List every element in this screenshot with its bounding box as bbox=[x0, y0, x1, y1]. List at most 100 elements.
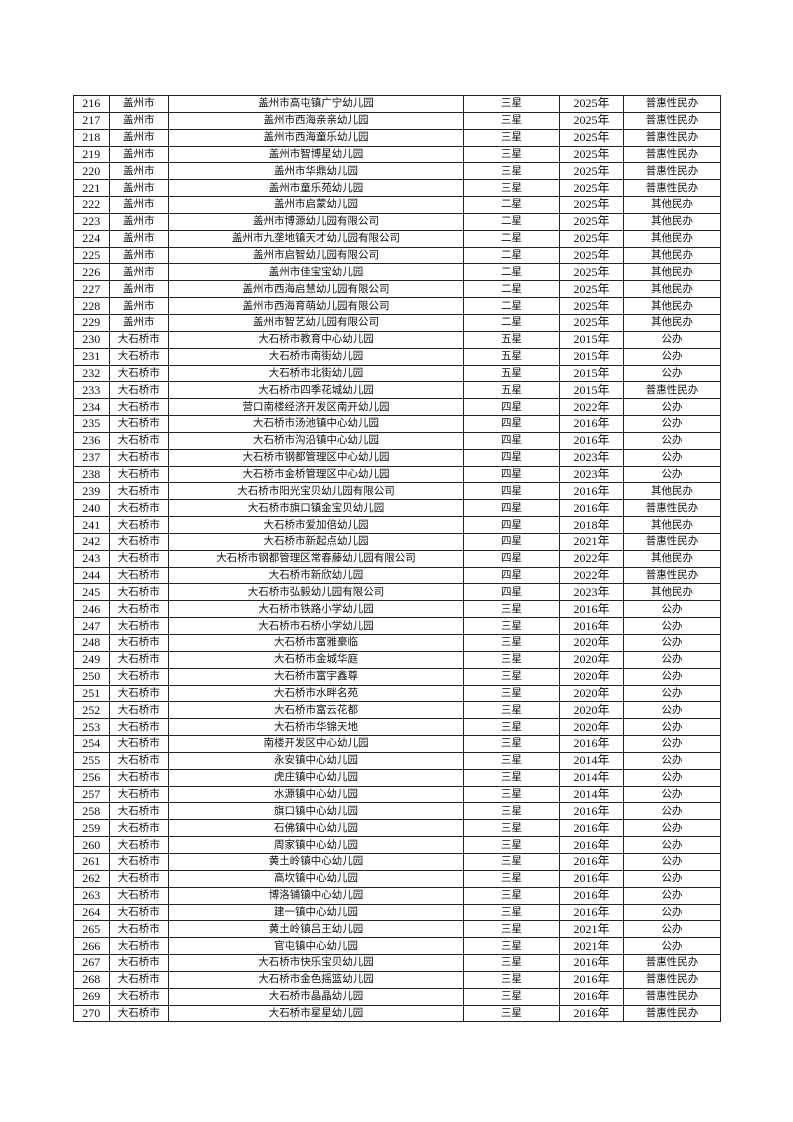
city-cell: 大石桥市 bbox=[108, 785, 169, 804]
kindergarten-name-cell: 石佛镇中心幼儿园 bbox=[168, 819, 464, 838]
row-number-cell: 231 bbox=[73, 347, 110, 366]
table-row: 259 大石桥市 石佛镇中心幼儿园 三星 2016年 公办 bbox=[73, 819, 721, 838]
row-number-cell: 248 bbox=[73, 634, 110, 652]
star-rating-cell: 三星 bbox=[463, 1004, 560, 1023]
star-rating-cell: 三星 bbox=[463, 785, 560, 804]
school-type-cell: 其他民办 bbox=[623, 482, 721, 501]
kindergarten-name-cell: 永安镇中心幼儿园 bbox=[168, 751, 464, 770]
table-row: 267 大石桥市 大石桥市快乐宝贝幼儿园 三星 2016年 普惠性民办 bbox=[73, 954, 721, 972]
city-cell: 大石桥市 bbox=[108, 836, 169, 854]
star-rating-cell: 四星 bbox=[463, 532, 560, 551]
star-rating-cell: 三星 bbox=[463, 617, 560, 635]
table-row: 240 大石桥市 大石桥市旗口镇金宝贝幼儿园 四星 2016年 普惠性民办 bbox=[73, 499, 721, 518]
star-rating-cell: 三星 bbox=[463, 701, 560, 720]
row-number-cell: 267 bbox=[73, 954, 110, 972]
star-rating-cell: 三星 bbox=[463, 836, 560, 854]
city-cell: 盖州市 bbox=[108, 145, 169, 164]
table-row: 247 大石桥市 大石桥市石桥小学幼儿园 三星 2016年 公办 bbox=[73, 617, 721, 635]
kindergarten-name-cell: 大石桥市钢都管理区中心幼儿园 bbox=[168, 448, 464, 467]
city-cell: 盖州市 bbox=[108, 179, 169, 198]
city-cell: 盖州市 bbox=[108, 263, 169, 282]
row-number-cell: 270 bbox=[73, 1004, 110, 1023]
row-number-cell: 236 bbox=[73, 431, 110, 450]
school-type-cell: 普惠性民办 bbox=[623, 970, 721, 989]
table-row: 231 大石桥市 大石桥市南街幼儿园 五星 2015年 公办 bbox=[73, 347, 721, 366]
table-row: 265 大石桥市 黄土岭镇吕王幼儿园 三星 2021年 公办 bbox=[73, 920, 721, 939]
row-number-cell: 237 bbox=[73, 448, 110, 467]
table-row: 244 大石桥市 大石桥市新欣幼儿园 四星 2022年 普惠性民办 bbox=[73, 566, 721, 585]
school-type-cell: 其他民办 bbox=[623, 313, 721, 332]
row-number-cell: 220 bbox=[73, 162, 110, 181]
kindergarten-name-cell: 虎庄镇中心幼儿园 bbox=[168, 768, 464, 787]
row-number-cell: 224 bbox=[73, 229, 110, 248]
kindergarten-name-cell: 大石桥市富云花都 bbox=[168, 701, 464, 720]
city-cell: 盖州市 bbox=[108, 111, 169, 130]
row-number-cell: 230 bbox=[73, 330, 110, 349]
city-cell: 大石桥市 bbox=[108, 381, 169, 400]
kindergarten-name-cell: 黄土岭镇吕王幼儿园 bbox=[168, 920, 464, 939]
row-number-cell: 258 bbox=[73, 802, 110, 821]
table-row: 252 大石桥市 大石桥市富云花都 三星 2020年 公办 bbox=[73, 701, 721, 720]
year-cell: 2021年 bbox=[559, 920, 624, 939]
row-number-cell: 238 bbox=[73, 465, 110, 484]
year-cell: 2016年 bbox=[559, 1004, 624, 1023]
row-number-cell: 264 bbox=[73, 903, 110, 922]
school-type-cell: 普惠性民办 bbox=[623, 128, 721, 147]
kindergarten-name-cell: 大石桥市弘毅幼儿园有限公司 bbox=[168, 583, 464, 602]
star-rating-cell: 三星 bbox=[463, 650, 560, 669]
school-type-cell: 普惠性民办 bbox=[623, 179, 721, 198]
city-cell: 盖州市 bbox=[108, 246, 169, 265]
kindergarten-name-cell: 盖州市智艺幼儿园有限公司 bbox=[168, 313, 464, 332]
star-rating-cell: 四星 bbox=[463, 431, 560, 450]
kindergarten-name-cell: 南楼开发区中心幼儿园 bbox=[168, 735, 464, 753]
kindergarten-name-cell: 大石桥市金色摇篮幼儿园 bbox=[168, 970, 464, 989]
school-type-cell: 公办 bbox=[623, 886, 721, 905]
year-cell: 2016年 bbox=[559, 903, 624, 922]
star-rating-cell: 三星 bbox=[463, 869, 560, 888]
star-rating-cell: 二星 bbox=[463, 212, 560, 231]
school-type-cell: 普惠性民办 bbox=[623, 381, 721, 400]
school-type-cell: 普惠性民办 bbox=[623, 954, 721, 972]
row-number-cell: 263 bbox=[73, 886, 110, 905]
star-rating-cell: 三星 bbox=[463, 162, 560, 181]
city-cell: 大石桥市 bbox=[108, 330, 169, 349]
year-cell: 2016年 bbox=[559, 415, 624, 433]
table-body: 216 盖州市 盖州市高屯镇广宁幼儿园 三星 2025年 普惠性民办 217 盖州市 盖州市西海… bbox=[73, 95, 721, 1023]
table-row: 243 大石桥市 大石桥市钢都管理区常春藤幼儿园有限公司 四星 2022年 其他民办 bbox=[73, 549, 721, 568]
city-cell: 盖州市 bbox=[108, 196, 169, 214]
table-row: 251 大石桥市 大石桥市水畔名苑 三星 2020年 公办 bbox=[73, 684, 721, 703]
row-number-cell: 241 bbox=[73, 516, 110, 534]
row-number-cell: 251 bbox=[73, 684, 110, 703]
star-rating-cell: 三星 bbox=[463, 95, 560, 113]
year-cell: 2015年 bbox=[559, 347, 624, 366]
table-row: 248 大石桥市 大石桥市富雅豪临 三星 2020年 公办 bbox=[73, 634, 721, 652]
table-row: 234 大石桥市 营口南楼经济开发区南开幼儿园 四星 2022年 公办 bbox=[73, 398, 721, 417]
kindergarten-name-cell: 大石桥市南街幼儿园 bbox=[168, 347, 464, 366]
city-cell: 盖州市 bbox=[108, 162, 169, 181]
year-cell: 2021年 bbox=[559, 532, 624, 551]
year-cell: 2014年 bbox=[559, 768, 624, 787]
table-row: 258 大石桥市 旗口镇中心幼儿园 三星 2016年 公办 bbox=[73, 802, 721, 821]
school-type-cell: 公办 bbox=[623, 852, 721, 871]
city-cell: 大石桥市 bbox=[108, 987, 169, 1006]
city-cell: 盖州市 bbox=[108, 212, 169, 231]
year-cell: 2014年 bbox=[559, 785, 624, 804]
kindergarten-name-cell: 大石桥市钢都管理区常春藤幼儿园有限公司 bbox=[168, 549, 464, 568]
year-cell: 2023年 bbox=[559, 465, 624, 484]
table-row: 263 大石桥市 博洛铺镇中心幼儿园 三星 2016年 公办 bbox=[73, 886, 721, 905]
year-cell: 2016年 bbox=[559, 431, 624, 450]
kindergarten-name-cell: 大石桥市晶晶幼儿园 bbox=[168, 987, 464, 1006]
year-cell: 2025年 bbox=[559, 145, 624, 164]
row-number-cell: 227 bbox=[73, 280, 110, 299]
city-cell: 大石桥市 bbox=[108, 634, 169, 652]
kindergarten-name-cell: 大石桥市新欣幼儿园 bbox=[168, 566, 464, 585]
school-type-cell: 公办 bbox=[623, 869, 721, 888]
city-cell: 大石桥市 bbox=[108, 465, 169, 484]
city-cell: 大石桥市 bbox=[108, 852, 169, 871]
star-rating-cell: 五星 bbox=[463, 330, 560, 349]
kindergarten-name-cell: 大石桥市教育中心幼儿园 bbox=[168, 330, 464, 349]
school-type-cell: 普惠性民办 bbox=[623, 1004, 721, 1023]
kindergarten-name-cell: 周家镇中心幼儿园 bbox=[168, 836, 464, 854]
kindergarten-table: 216 盖州市 盖州市高屯镇广宁幼儿园 三星 2025年 普惠性民办 217 盖州市 盖州市西海… bbox=[73, 95, 721, 1023]
kindergarten-name-cell: 大石桥市华锦天地 bbox=[168, 718, 464, 737]
